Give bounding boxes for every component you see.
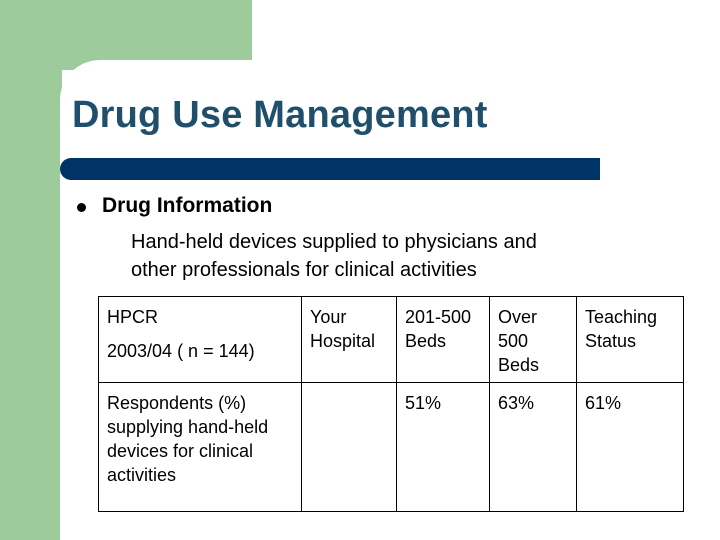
col-header-line: Teaching	[585, 307, 658, 327]
comparison-table: HPCR 2003/04 ( n = 144) Your Hospital 20…	[98, 296, 684, 512]
bullet-text: Hand-held devices supplied to physicians…	[131, 228, 691, 284]
survey-header-cell: HPCR 2003/04 ( n = 144)	[98, 296, 302, 383]
col-header-line: 201-500	[405, 307, 472, 327]
survey-period: 2003/04 ( n = 144)	[107, 341, 255, 361]
row-label-line: devices for clinical	[107, 441, 254, 461]
bullet-text-line: Hand-held devices supplied to physicians…	[131, 231, 537, 253]
col-header-your-hospital: Your Hospital	[301, 296, 397, 383]
row-label-line: supplying hand-held	[107, 417, 269, 437]
bullet-heading: Drug Information	[102, 194, 273, 217]
col-header-line: Hospital	[310, 331, 376, 351]
table-header-row: HPCR 2003/04 ( n = 144) Your Hospital 20…	[98, 296, 684, 383]
row-label-line: Respondents (%)	[107, 393, 247, 413]
col-header-line: 500	[498, 331, 529, 351]
table-row: Respondents (%) supplying hand-held devi…	[98, 382, 684, 512]
bullet-dot-icon	[77, 203, 86, 212]
col-header-line: Your	[310, 307, 347, 327]
cell-your-hospital	[301, 382, 397, 512]
cell-201-500: 51%	[396, 382, 490, 512]
title-underline-bar	[60, 158, 600, 180]
slide-title: Drug Use Management	[72, 94, 488, 136]
cell-teaching: 61%	[576, 382, 684, 512]
col-header-201-500: 201-500 Beds	[396, 296, 490, 383]
col-header-line: Over	[498, 307, 538, 327]
col-header-line: Beds	[498, 355, 540, 375]
col-header-line: Status	[585, 331, 637, 351]
bullet-text-line: other professionals for clinical activit…	[131, 259, 477, 281]
row-label-cell: Respondents (%) supplying hand-held devi…	[98, 382, 302, 512]
cell-over-500: 63%	[489, 382, 577, 512]
decorative-green-left	[0, 0, 62, 540]
col-header-teaching: Teaching Status	[576, 296, 684, 383]
survey-name: HPCR	[107, 307, 159, 327]
col-header-over-500: Over 500 Beds	[489, 296, 577, 383]
col-header-line: Beds	[405, 331, 447, 351]
row-label-line: activities	[107, 465, 177, 485]
